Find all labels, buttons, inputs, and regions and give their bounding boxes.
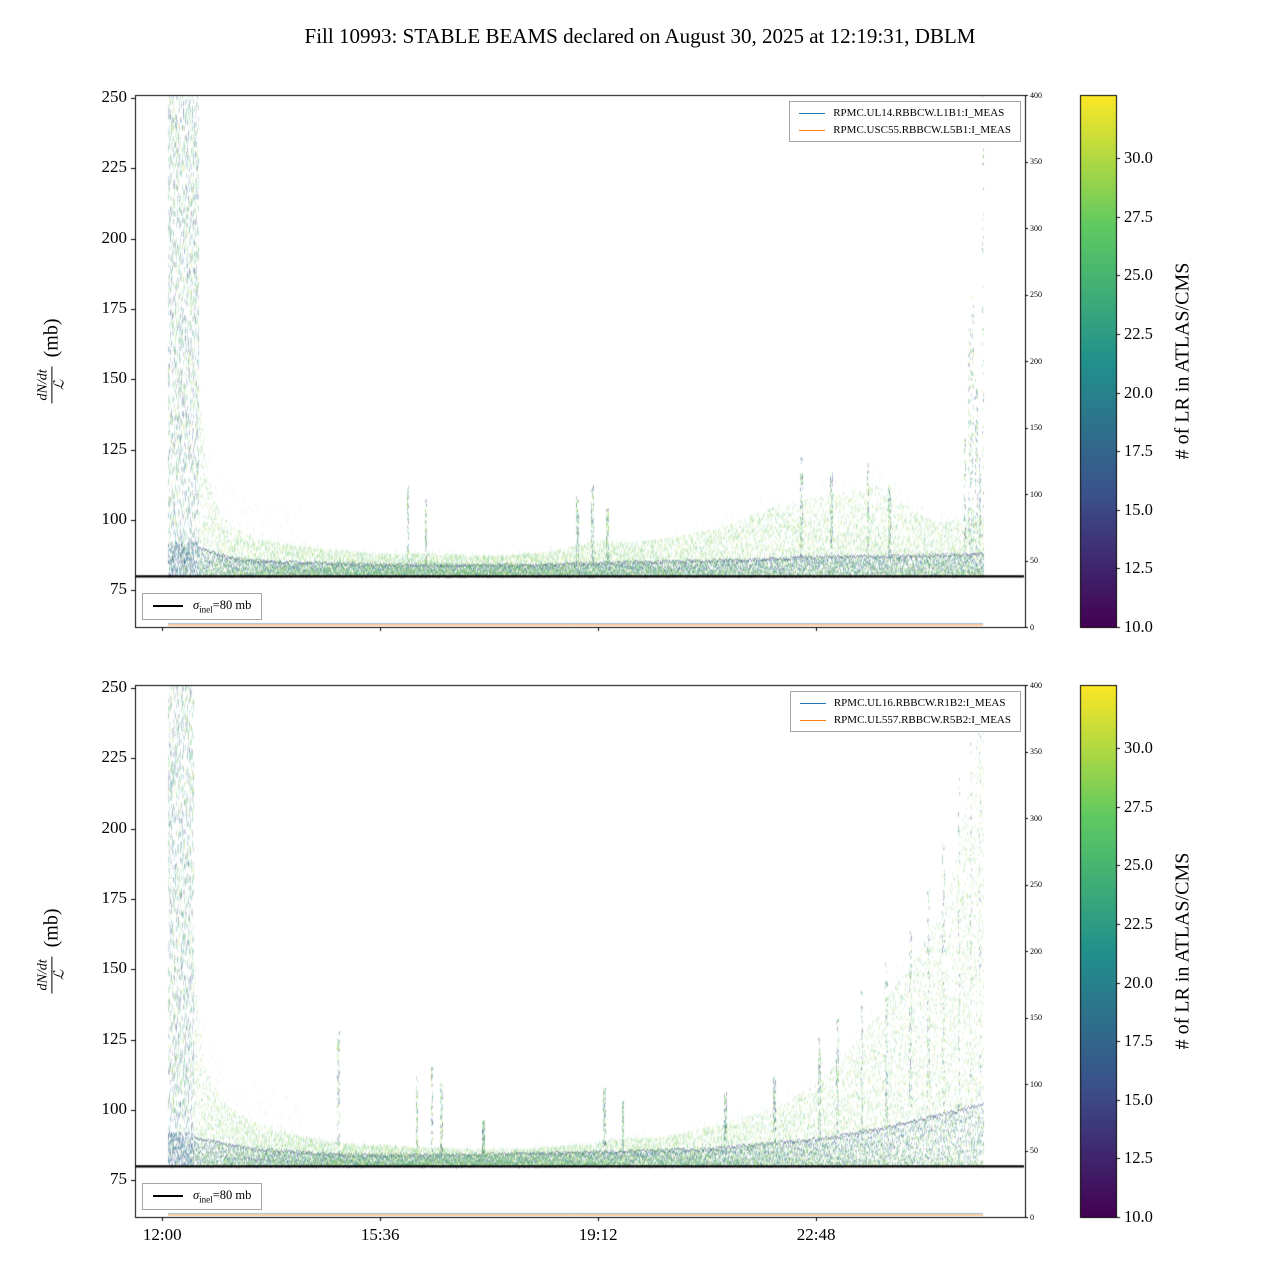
y-tick-label: 175 [101,297,128,317]
colorbar-tick-label: 22.5 [1124,324,1153,344]
colorbar-tick-label: 10.0 [1124,617,1153,636]
right-axis-tick-label: 50 [1030,556,1038,565]
colorbar-tick-label: 12.5 [1124,1148,1153,1168]
right-axis-tick-label: 50 [1030,1146,1038,1155]
x-tick-label: 19:12 [578,1225,618,1244]
y-tick-label: 200 [101,227,128,247]
sigma-line-sample [153,605,183,608]
sigma-label: σinel=80 mb [193,598,251,615]
ylabel-fraction: dN/dt ℒ [35,366,68,404]
legend-bottom: RPMC.UL16.RBBCW.R1B2:I_MEAS RPMC.UL557.R… [789,691,1021,732]
legend-line-blue-icon [799,112,826,114]
right-axis-tick-label: 100 [1030,489,1042,499]
y-tick-label: 200 [101,817,128,837]
legend-label: RPMC.UL14.RBBCW.L1B1:I_MEAS [833,107,1005,119]
y-tick-label: 225 [101,157,128,177]
y-tick-label: 150 [101,958,128,978]
ylabel-numerator: dN/dt [35,956,53,994]
right-axis-tick-label: 400 [1030,90,1042,100]
legend-top: RPMC.UL14.RBBCW.L1B1:I_MEAS RPMC.USC55.R… [789,101,1021,142]
right-axis-tick-label: 150 [1030,1013,1042,1022]
sigma-legend-bottom: σinel=80 mb [142,1183,263,1210]
right-axis-tick-label: 150 [1030,423,1042,432]
colorbar-tick-label: 15.0 [1124,1089,1153,1109]
right-axis-tick-label: 0 [1030,1212,1034,1222]
right-axis-tick-label: 200 [1030,946,1042,956]
y-tick-label: 75 [110,1169,127,1189]
right-axis-tick-label: 100 [1030,1079,1042,1089]
sigma-label: σinel=80 mb [193,1188,251,1205]
ylabel-unit: (mb) [40,908,63,948]
legend-entry: RPMC.UL14.RBBCW.L1B1:I_MEAS [799,107,1011,119]
y-tick-label: 100 [101,509,128,529]
colorbar-tick-label: 12.5 [1124,558,1153,578]
sigma-subscript: inel [199,604,213,615]
ylabel-fraction: dN/dt ℒ [35,956,68,994]
legend-entry: RPMC.USC55.RBBCW.L5B1:I_MEAS [799,124,1011,136]
colorbar-tick-label: 20.0 [1124,382,1153,402]
sigma-value: =80 mb [212,598,252,612]
right-axis-tick-label: 250 [1030,290,1042,299]
right-axis-tick-label: 300 [1030,223,1042,233]
y-tick-label: 250 [101,676,128,696]
y-tick-label: 150 [101,368,128,388]
legend-entry: RPMC.UL16.RBBCW.R1B2:I_MEAS [799,697,1011,709]
right-axis-tick-label: 300 [1030,813,1042,823]
colorbar-tick-label: 30.0 [1124,738,1153,758]
y-tick-label: 100 [101,1099,128,1119]
x-tick-label: 12:00 [142,1225,182,1244]
y-axis-label-bottom: dN/dt ℒ (mb) [35,908,68,994]
colorbar-tick-label: 22.5 [1124,914,1153,934]
colorbar-tick-label: 17.5 [1124,441,1153,461]
y-tick-label: 175 [101,887,128,907]
sigma-symbol: σ [193,1188,200,1202]
right-axis-tick-label: 350 [1030,157,1042,166]
y-tick-label: 225 [101,747,128,767]
colorbar-tick-label: 15.0 [1124,499,1153,519]
y-axis-label-top: dN/dt ℒ (mb) [35,318,68,404]
y-tick-label: 125 [101,1028,128,1048]
colorbar-tick-label: 20.0 [1124,972,1153,992]
right-axis-tick-label: 400 [1030,680,1042,690]
colorbar-tick-label: 25.0 [1124,855,1153,875]
figure-title: Fill 10993: STABLE BEAMS declared on Aug… [304,24,976,48]
right-axis-tick-label: 350 [1030,747,1042,756]
y-tick-label: 125 [101,438,128,458]
colorbar-label-top: # of LR in ATLAS/CMS [1171,262,1194,460]
ylabel-denominator: ℒ [52,379,68,390]
colorbar-tick-label: 27.5 [1124,206,1153,226]
legend-label: RPMC.UL557.RBBCW.R5B2:I_MEAS [833,714,1011,726]
x-tick-label: 22:48 [796,1225,836,1244]
ylabel-denominator: ℒ [52,969,68,980]
y-tick-label: 75 [110,579,127,599]
colorbar-tick-label: 25.0 [1124,265,1153,285]
right-axis-tick-label: 250 [1030,880,1042,889]
legend-entry: RPMC.UL557.RBBCW.R5B2:I_MEAS [799,714,1011,726]
legend-label: RPMC.USC55.RBBCW.L5B1:I_MEAS [833,124,1011,136]
x-tick-label: 15:36 [360,1225,400,1244]
right-axis-tick-label: 200 [1030,356,1042,366]
sigma-symbol: σ [193,598,200,612]
sigma-line-sample [153,1195,183,1198]
colorbar-tick-label: 10.0 [1124,1207,1153,1226]
sigma-subscript: inel [199,1194,213,1205]
y-tick-label: 250 [101,86,128,106]
legend-label: RPMC.UL16.RBBCW.R1B2:I_MEAS [833,697,1006,709]
legend-line-orange-icon [799,719,826,721]
ylabel-numerator: dN/dt [35,366,53,404]
sigma-value: =80 mb [212,1188,252,1202]
ylabel-unit: (mb) [40,318,63,358]
colorbar-label-bottom: # of LR in ATLAS/CMS [1171,852,1194,1050]
legend-line-orange-icon [799,129,826,131]
colorbar-tick-label: 27.5 [1124,796,1153,816]
legend-line-blue-icon [799,702,826,704]
sigma-legend-top: σinel=80 mb [142,593,263,620]
colorbar-tick-label: 30.0 [1124,148,1153,168]
right-axis-tick-label: 0 [1030,622,1034,632]
colorbar-tick-label: 17.5 [1124,1031,1153,1051]
